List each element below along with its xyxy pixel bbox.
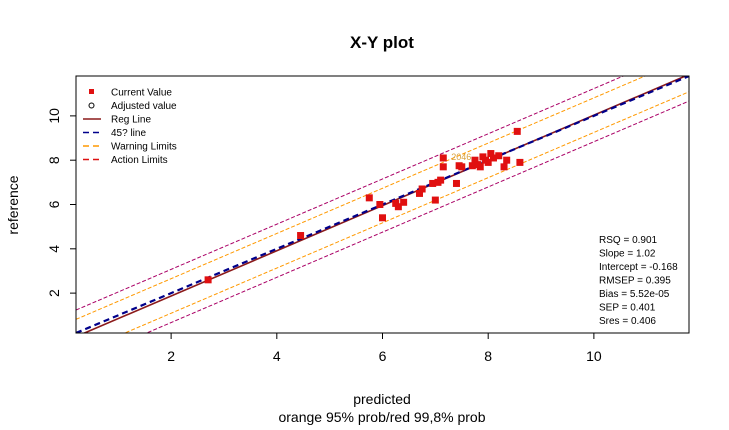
warning-limit-upper bbox=[76, 76, 647, 320]
data-point bbox=[431, 196, 439, 204]
stat-line: Slope = 1.02 bbox=[599, 249, 656, 260]
legend-label: Adjusted value bbox=[111, 101, 177, 112]
data-point bbox=[489, 154, 497, 162]
legend-label: Action Limits bbox=[111, 155, 168, 166]
y-axis-label: reference bbox=[5, 175, 21, 234]
data-point bbox=[376, 201, 384, 208]
data-point bbox=[439, 154, 447, 162]
data-point bbox=[394, 203, 402, 211]
action-limit-upper bbox=[76, 76, 625, 311]
stat-line: Bias = 5.52e-05 bbox=[599, 289, 670, 300]
legend-swatch bbox=[88, 102, 95, 109]
point-annotation: 2046 bbox=[451, 152, 471, 162]
x-tick-label: 8 bbox=[484, 348, 492, 364]
legend-label: Current Value bbox=[111, 88, 172, 99]
data-point bbox=[500, 163, 508, 171]
y-tick-label: 8 bbox=[46, 156, 62, 164]
data-point bbox=[476, 163, 484, 171]
data-point bbox=[513, 127, 521, 135]
stat-line: Sres = 0.406 bbox=[599, 316, 656, 327]
x-axis-sublabel: orange 95% prob/red 99,8% prob bbox=[278, 409, 485, 425]
x-tick-label: 2 bbox=[167, 348, 175, 364]
x-tick-label: 10 bbox=[586, 348, 602, 364]
data-point bbox=[503, 156, 511, 164]
data-point bbox=[471, 156, 479, 164]
data-point bbox=[516, 158, 524, 166]
data-point bbox=[495, 152, 503, 160]
data-point bbox=[400, 198, 408, 206]
data-point bbox=[487, 150, 495, 158]
stat-line: RSQ = 0.901 bbox=[599, 235, 658, 246]
data-point bbox=[452, 179, 460, 187]
data-point bbox=[468, 162, 476, 170]
data-point bbox=[437, 176, 445, 184]
data-point bbox=[439, 163, 447, 171]
x-tick-label: 6 bbox=[379, 348, 387, 364]
y-tick-label: 2 bbox=[46, 289, 62, 297]
warning-limit-lower bbox=[123, 91, 689, 333]
y-tick-label: 6 bbox=[46, 200, 62, 208]
data-point bbox=[204, 276, 212, 284]
chart-title: X-Y plot bbox=[350, 33, 414, 52]
data-point bbox=[365, 194, 373, 202]
legend-label: 45? line bbox=[111, 128, 146, 139]
legend: Current Value Adjusted value Reg Line 45? l… bbox=[83, 88, 177, 166]
x-axis: 2 4 6 8 10 bbox=[167, 333, 602, 364]
legend-label: Reg Line bbox=[111, 115, 151, 126]
data-point bbox=[484, 158, 492, 166]
data-point bbox=[297, 232, 305, 240]
stat-line: Intercept = -0.168 bbox=[599, 262, 678, 273]
y-tick-label: 4 bbox=[46, 245, 62, 253]
action-limit-lower bbox=[145, 100, 689, 333]
y-axis: 2 4 6 8 10 bbox=[46, 108, 76, 297]
data-point bbox=[458, 163, 466, 171]
data-point bbox=[429, 179, 437, 187]
x-tick-label: 4 bbox=[273, 348, 281, 364]
legend-label: Warning Limits bbox=[111, 142, 177, 153]
data-point bbox=[415, 189, 423, 197]
y-tick-label: 10 bbox=[46, 108, 62, 124]
data-point bbox=[379, 214, 386, 222]
stat-line: RMSEP = 0.395 bbox=[599, 276, 671, 287]
x-axis-label: predicted bbox=[353, 391, 411, 407]
legend-swatch bbox=[89, 89, 94, 94]
data-point bbox=[418, 185, 426, 193]
stats-box: RSQ = 0.901 Slope = 1.02 Intercept = -0.16… bbox=[599, 235, 678, 327]
points-layer bbox=[204, 127, 524, 284]
stat-line: SEP = 0.401 bbox=[599, 303, 656, 314]
